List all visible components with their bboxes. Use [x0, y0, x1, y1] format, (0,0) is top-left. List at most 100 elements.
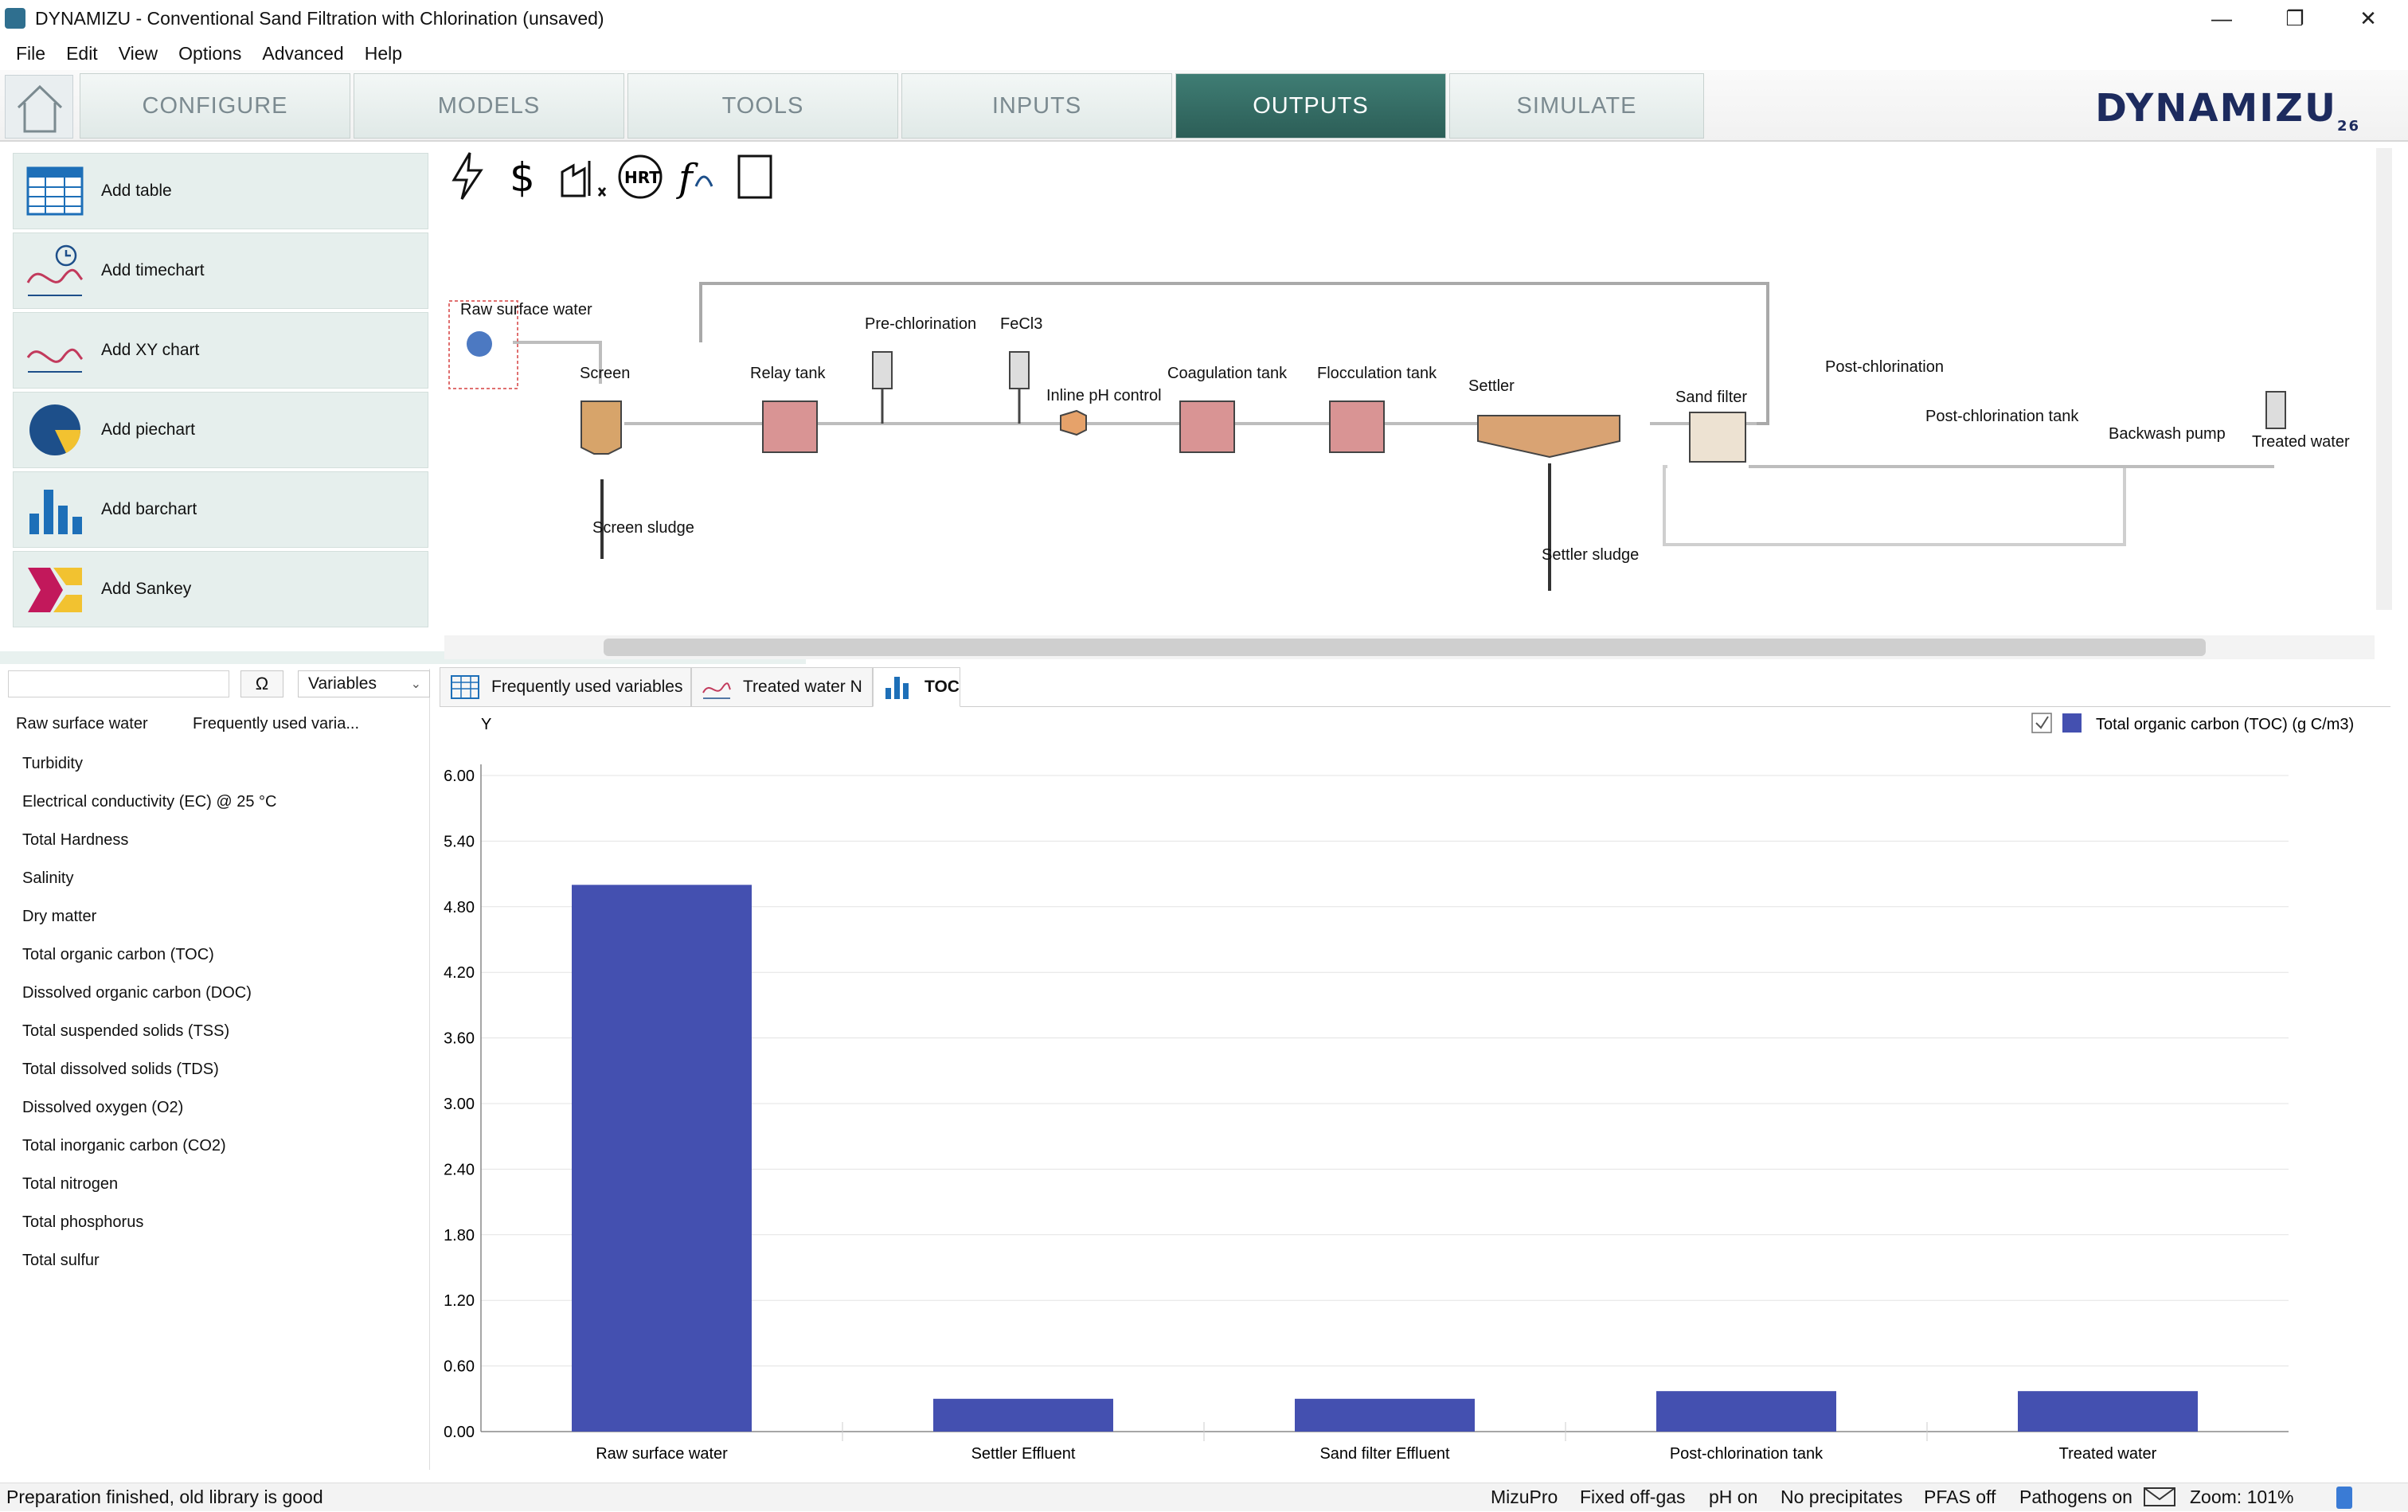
flowsheet-canvas [448, 282, 2286, 591]
variable-item[interactable]: Total inorganic carbon (CO2) [22, 1137, 226, 1155]
svg-text:HRT: HRT [624, 168, 660, 187]
add-output-panel: Add table Add timechart Add XY chart Add… [8, 151, 428, 634]
x-tick-label: Settler Effluent [971, 1445, 1076, 1463]
y-tick-label: 4.20 [444, 964, 475, 982]
variable-item[interactable]: Total suspended solids (TSS) [22, 1022, 230, 1040]
lightning-icon[interactable] [443, 148, 494, 204]
label-fecl3[interactable]: FeCl3 [1000, 315, 1043, 333]
menu-file[interactable]: File [16, 42, 46, 64]
tab-toc[interactable]: TOC [873, 667, 960, 707]
hrt-icon[interactable]: HRT [615, 148, 666, 204]
chart-bar [572, 885, 752, 1432]
add-sankey-button[interactable]: Add Sankey [13, 551, 428, 627]
tab-models[interactable]: MODELS [354, 73, 624, 139]
svg-text:f: f [676, 156, 698, 201]
add-barchart-button[interactable]: Add barchart [13, 471, 428, 548]
tab-outputs[interactable]: OUTPUTS [1175, 73, 1446, 139]
variable-item[interactable]: Total nitrogen [22, 1175, 119, 1193]
x-tick-label: Post-chlorination tank [1670, 1445, 1824, 1463]
minimize-button[interactable]: — [2211, 6, 2232, 30]
label-screen[interactable]: Screen [580, 365, 631, 382]
legend-swatch [2062, 713, 2082, 733]
function-icon[interactable]: f [672, 148, 723, 204]
tab-configure[interactable]: CONFIGURE [80, 73, 350, 139]
table-icon [451, 675, 479, 699]
label-treated-water[interactable]: Treated water [2252, 433, 2350, 451]
status-fixed-off-gas[interactable]: Fixed off-gas [1580, 1487, 1686, 1507]
close-button[interactable]: ✕ [2359, 6, 2377, 30]
output-tabs: Frequently used variables Treated water … [440, 667, 2390, 707]
label-post-chlorination-tank[interactable]: Post-chlorination tank [1925, 408, 2079, 425]
y-tick-label: 6.00 [444, 768, 475, 785]
chart-bar [933, 1398, 1113, 1432]
label-pre-chlorination[interactable]: Pre-chlorination [865, 315, 977, 333]
process-diagram[interactable]: Raw surface water Screen Screen sludge R… [443, 145, 2379, 643]
variable-item[interactable]: Turbidity [22, 755, 83, 772]
status-mizupro[interactable]: MizuPro [1491, 1487, 1558, 1507]
check-icon [2035, 716, 2049, 729]
menu-edit[interactable]: Edit [66, 42, 98, 64]
diagram-horizontal-scrollbar[interactable] [444, 635, 2375, 659]
zoom-slider[interactable] [2336, 1487, 2352, 1509]
status-pfas[interactable]: PFAS off [1924, 1487, 1996, 1507]
label-relay-tank[interactable]: Relay tank [750, 365, 826, 382]
home-button[interactable] [5, 75, 73, 139]
label-sand-filter[interactable]: Sand filter [1675, 389, 1748, 406]
variable-item[interactable]: Total sulfur [22, 1252, 100, 1269]
factory-icon[interactable] [557, 148, 608, 204]
tab-inputs[interactable]: INPUTS [901, 73, 1172, 139]
add-table-button[interactable]: Add table [13, 153, 428, 229]
label-settler[interactable]: Settler [1468, 377, 1515, 395]
variable-item[interactable]: Total dissolved solids (TDS) [22, 1061, 219, 1078]
timechart-icon [26, 244, 84, 296]
menu-options[interactable]: Options [178, 42, 242, 64]
piechart-icon [29, 404, 81, 455]
label-post-chlorination[interactable]: Post-chlorination [1825, 358, 1944, 376]
variable-search-input[interactable] [8, 670, 229, 697]
tab-tools[interactable]: TOOLS [627, 73, 898, 139]
variable-item[interactable]: Dissolved oxygen (O2) [22, 1099, 184, 1116]
scrollbar-thumb[interactable] [604, 639, 2206, 656]
menu-help[interactable]: Help [364, 42, 403, 64]
status-pathogens[interactable]: Pathogens on [2019, 1487, 2132, 1507]
label-inline-ph-control[interactable]: Inline pH control [1046, 387, 1162, 404]
add-piechart-button[interactable]: Add piechart [13, 392, 428, 468]
scroll-icon[interactable] [729, 148, 780, 204]
label-settler-sludge[interactable]: Settler sludge [1542, 546, 1640, 564]
tab-frequently-used-variables[interactable]: Frequently used variables [440, 667, 691, 707]
chart-bar [2018, 1391, 2198, 1432]
mail-icon[interactable] [2144, 1487, 2175, 1512]
tab-treated-water-n[interactable]: Treated water N [691, 667, 873, 707]
restore-button[interactable]: ❐ [2285, 6, 2304, 30]
add-xy-chart-button[interactable]: Add XY chart [13, 312, 428, 389]
dollar-icon[interactable]: $ [500, 148, 551, 204]
y-tick-label: 4.80 [444, 899, 475, 916]
variables-panel: Ω Variables ⌄ Raw surface water Frequentl… [8, 669, 430, 1470]
y-tick-label: 2.40 [444, 1161, 475, 1178]
variable-item[interactable]: Total organic carbon (TOC) [22, 946, 214, 963]
label-screen-sludge[interactable]: Screen sludge [592, 519, 694, 537]
variable-item[interactable]: Electrical conductivity (EC) @ 25 °C [22, 793, 277, 811]
status-bar: Preparation finished, old library is goo… [0, 1483, 2408, 1511]
x-tick-label: Treated water [2059, 1445, 2157, 1463]
status-precipitates[interactable]: No precipitates [1781, 1487, 1903, 1507]
label-backwash-pump[interactable]: Backwash pump [2109, 425, 2226, 443]
diagram-vertical-scrollbar[interactable] [2376, 148, 2392, 610]
variable-item[interactable]: Dry matter [22, 908, 97, 925]
variable-item[interactable]: Dissolved organic carbon (DOC) [22, 984, 252, 1002]
variable-item[interactable]: Total phosphorus [22, 1213, 144, 1231]
label-flocculation-tank[interactable]: Flocculation tank [1317, 365, 1437, 382]
variable-item[interactable]: Salinity [22, 869, 74, 887]
variables-dropdown[interactable]: Variables ⌄ [298, 670, 430, 697]
status-ph[interactable]: pH on [1709, 1487, 1758, 1507]
label-raw-surface-water[interactable]: Raw surface water [460, 301, 592, 318]
menu-advanced[interactable]: Advanced [262, 42, 344, 64]
add-timechart-button[interactable]: Add timechart [13, 232, 428, 309]
special-characters-button[interactable]: Ω [240, 670, 283, 697]
diagram-toolbar: $ HRT f [443, 148, 787, 204]
app-icon [5, 8, 25, 29]
label-coagulation-tank[interactable]: Coagulation tank [1167, 365, 1288, 382]
menu-view[interactable]: View [118, 42, 158, 64]
tab-simulate[interactable]: SIMULATE [1449, 73, 1704, 139]
variable-item[interactable]: Total Hardness [22, 831, 129, 849]
